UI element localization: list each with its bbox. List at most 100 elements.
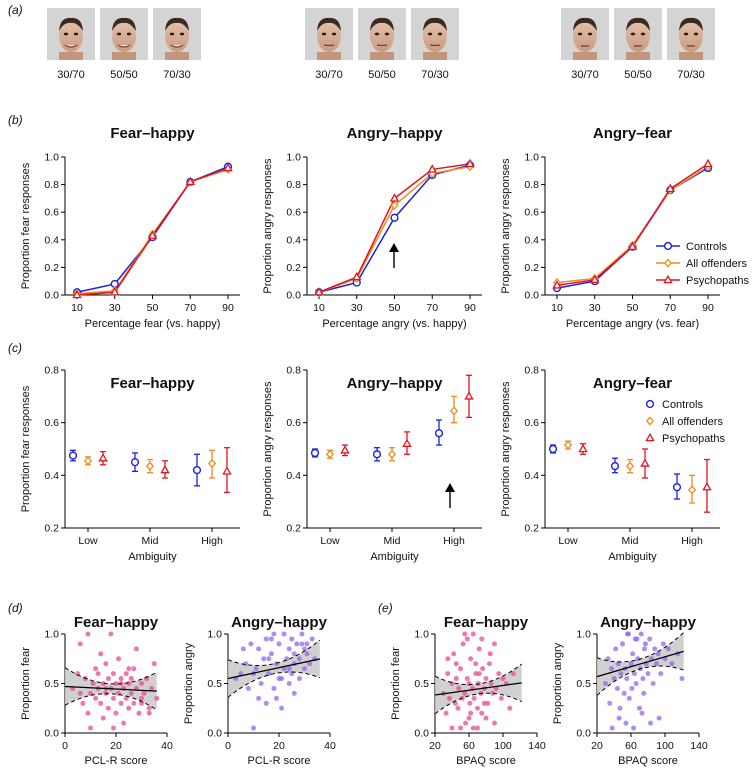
point-controls <box>645 399 655 409</box>
scatter-point <box>507 705 513 711</box>
chart-e2: Angry–happy 0.0 0.5 1.0 20 60 100 140 BPAQ score… <box>552 614 708 767</box>
point-psychopaths <box>645 432 655 442</box>
scatter-point <box>500 676 506 682</box>
point-psychopaths <box>640 458 650 467</box>
point-psychopaths <box>98 453 108 462</box>
y-tick-label: 0.0 <box>44 728 59 740</box>
point-psychopaths <box>665 183 675 192</box>
scatter-point <box>468 656 474 662</box>
y-tick-label: 0.6 <box>44 417 59 429</box>
face-label: 50/50 <box>368 69 396 81</box>
x-tick-label: 0 <box>62 740 68 752</box>
scatter-point <box>486 661 492 667</box>
face-photo-angry-happy-2 <box>358 8 406 60</box>
point-offenders <box>645 416 655 426</box>
point-offenders <box>207 458 217 469</box>
scatter-point <box>479 710 485 716</box>
point-psychopaths <box>185 176 195 186</box>
x-tick-label: Low <box>558 535 578 547</box>
y-tick-label: 0.5 <box>207 678 222 690</box>
scatter-point <box>466 715 472 721</box>
point-controls <box>310 448 320 458</box>
series-line-0 <box>318 164 471 293</box>
scatter-point <box>139 681 144 686</box>
scatter-point <box>263 636 269 642</box>
face-neck <box>679 52 703 60</box>
fit-ci-lower <box>434 692 522 715</box>
y-tick-label: 1.0 <box>524 152 539 164</box>
scatter-point <box>110 671 116 677</box>
scatter-point <box>483 676 489 682</box>
face-eye-left <box>577 32 583 36</box>
face-neck <box>370 52 394 60</box>
face-eye-left <box>169 32 175 36</box>
scatter-point <box>116 656 122 662</box>
scatter-point <box>615 661 621 667</box>
scatter-point <box>631 671 637 677</box>
scatter-point <box>113 681 119 686</box>
y-tick-label: 0.8 <box>44 365 59 377</box>
scatter-point <box>93 695 99 701</box>
y-axis-label: Proportion angry responses <box>500 381 512 517</box>
scatter-point <box>108 631 114 637</box>
point-controls <box>192 465 202 475</box>
chart-b3: Angry–fear 0.0 0.2 0.4 0.6 0.8 1.0 10 30 50 70 90Pe… <box>500 125 749 330</box>
scatter-point <box>93 666 99 672</box>
x-tick-label: 60 <box>463 740 475 752</box>
scatter-point <box>466 681 472 686</box>
scatter-point <box>243 661 249 667</box>
scatter-point <box>492 641 497 647</box>
x-tick-label: 30 <box>109 302 121 314</box>
x-tick-label: 70 <box>184 302 196 314</box>
face-eye-right <box>640 32 646 36</box>
scatter-point <box>121 720 127 726</box>
point-psychopaths <box>552 280 562 289</box>
scatter-point <box>647 636 653 642</box>
face-photo-fear-happy-1 <box>47 8 95 60</box>
face-hair <box>165 17 189 31</box>
y-tick-label: 0.0 <box>286 290 301 302</box>
series-line-0 <box>556 167 709 289</box>
x-tick-label: 70 <box>664 302 676 314</box>
scatter-point <box>289 636 295 642</box>
scatter-point <box>141 690 147 696</box>
scatter-point <box>665 646 671 652</box>
scatter-point <box>467 700 473 706</box>
point-offenders <box>387 449 397 459</box>
x-tick-label: Mid <box>622 535 639 547</box>
scatter-point <box>90 681 96 686</box>
point-controls <box>672 483 682 492</box>
scatter-point <box>309 636 315 642</box>
fit-line <box>64 685 157 692</box>
scatter-point <box>608 666 614 672</box>
x-axis-label: Percentage angry (vs. fear) <box>566 318 699 330</box>
scatter-point <box>445 671 451 677</box>
y-axis-label: Proportion fear <box>20 647 32 720</box>
point-offenders <box>663 258 673 268</box>
fit-ci-lower <box>64 693 158 711</box>
face-hair <box>112 17 136 31</box>
face-skin <box>626 20 650 52</box>
scatter-point <box>475 705 480 711</box>
y-tick-label: 0.8 <box>524 365 539 377</box>
face-eye-left <box>321 32 327 36</box>
scatter-point <box>624 676 630 682</box>
scatter-point <box>483 715 489 721</box>
scatter-point <box>98 651 104 657</box>
scatter-point <box>463 720 469 726</box>
scatter-point <box>481 700 487 706</box>
arrow-c2 <box>445 483 455 508</box>
y-tick-label: 0.6 <box>44 207 59 219</box>
scatter-point <box>443 710 449 716</box>
point-psychopaths <box>340 445 350 454</box>
face-skin <box>317 20 341 52</box>
scatter-point <box>304 641 310 647</box>
legend-label: Controls <box>686 241 727 253</box>
y-tick-label: 1.0 <box>44 629 59 641</box>
fit-line <box>227 658 320 680</box>
x-tick-label: 0 <box>225 740 231 752</box>
face-neck <box>423 52 447 60</box>
scatter-point <box>146 705 152 711</box>
y-tick-label: 0.0 <box>524 290 539 302</box>
scatter-point <box>105 676 111 682</box>
